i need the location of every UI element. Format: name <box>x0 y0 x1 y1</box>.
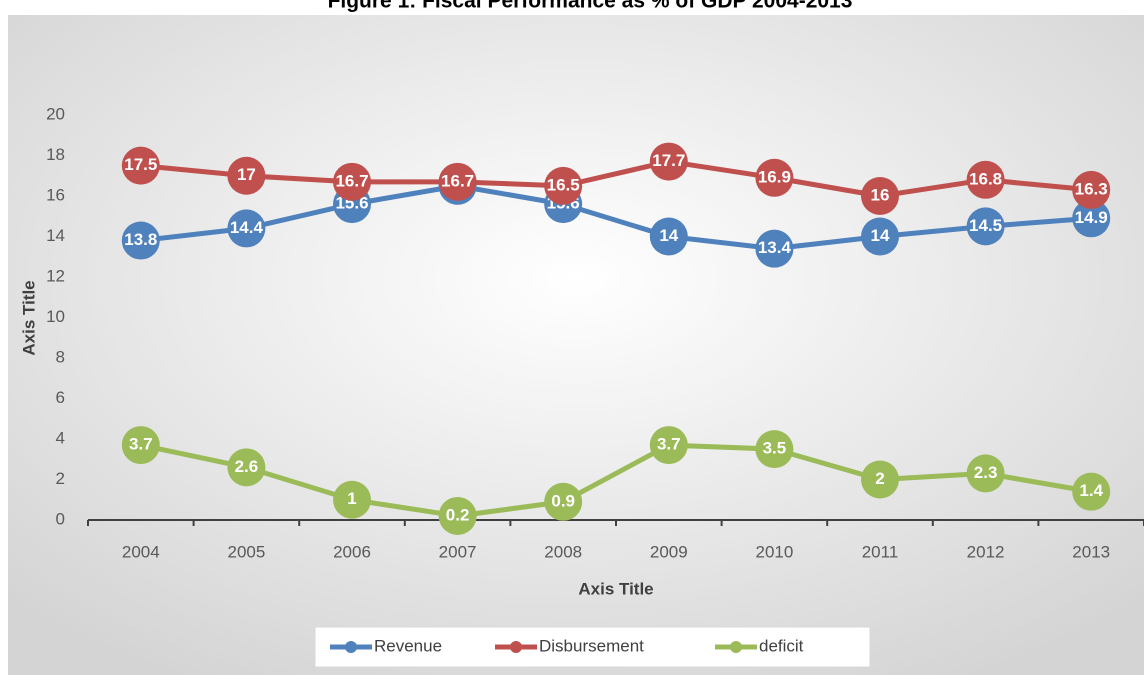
data-label: 13.4 <box>758 238 792 257</box>
series-line <box>140 183 1092 252</box>
data-label: 16.8 <box>969 169 1002 188</box>
marker <box>544 166 583 205</box>
marker <box>121 221 160 260</box>
chart-background <box>8 15 1144 675</box>
marker <box>755 229 794 268</box>
marker <box>861 217 899 256</box>
legend-marker <box>510 641 522 653</box>
legend-marker <box>730 641 742 653</box>
marker <box>121 146 160 185</box>
marker <box>1072 472 1111 511</box>
marker <box>438 496 477 535</box>
data-label: 16.5 <box>547 175 580 194</box>
legend-box <box>314 626 871 668</box>
y-tick-label: 12 <box>46 266 65 285</box>
data-label: 16.3 <box>1075 179 1108 198</box>
legend-label: Disbursement <box>539 636 644 655</box>
marker <box>227 156 266 195</box>
data-label: 3.7 <box>657 435 681 454</box>
y-tick-label: 16 <box>46 185 65 204</box>
data-label: 0.2 <box>446 505 470 524</box>
y-tick-label: 4 <box>56 428 65 447</box>
data-label: 14 <box>871 226 890 245</box>
marker <box>1072 199 1111 238</box>
data-label: 14.9 <box>1075 208 1108 227</box>
data-label: 3.7 <box>129 435 153 454</box>
marker <box>649 426 688 465</box>
marker <box>966 207 1005 246</box>
data-label: 0.9 <box>551 491 575 510</box>
x-tick-label: 2010 <box>755 542 793 561</box>
x-tick-label: 2008 <box>544 542 582 561</box>
data-label: 1 <box>347 489 356 508</box>
x-axis-title: Axis Title <box>578 579 653 598</box>
marker <box>544 482 583 521</box>
marker <box>755 430 794 469</box>
x-tick-label: 2006 <box>333 542 371 561</box>
data-label: 2.3 <box>974 463 998 482</box>
y-tick-label: 8 <box>56 347 65 366</box>
data-label: 16 <box>871 185 890 204</box>
y-tick-label: 18 <box>46 145 65 164</box>
marker <box>121 426 160 465</box>
x-tick-label: 2004 <box>122 542 160 561</box>
y-tick-label: 0 <box>56 509 65 528</box>
data-label: 3.5 <box>763 439 787 458</box>
marker <box>333 162 371 201</box>
data-label: 2.6 <box>235 457 259 476</box>
y-tick-label: 20 <box>46 104 65 123</box>
x-tick-label: 2012 <box>967 542 1005 561</box>
data-label: 17.5 <box>124 155 157 174</box>
data-label: 1.4 <box>1079 481 1103 500</box>
x-tick-label: 2011 <box>862 542 899 561</box>
marker <box>1072 170 1111 209</box>
y-axis-title: Axis Title <box>19 280 38 355</box>
marker <box>227 209 266 248</box>
data-label: 14.5 <box>969 216 1002 235</box>
marker <box>649 142 688 181</box>
x-tick-label: 2013 <box>1072 542 1110 561</box>
data-label: 13.8 <box>124 230 157 249</box>
legend-label: Revenue <box>374 636 442 655</box>
marker <box>438 162 477 201</box>
chart-title: Figure 1: Fiscal Performance as % of GDP… <box>328 0 853 13</box>
x-tick-label: 2009 <box>650 542 688 561</box>
marker <box>861 460 899 499</box>
marker <box>649 217 688 256</box>
y-tick-label: 10 <box>46 307 65 326</box>
marker <box>861 177 899 215</box>
data-label: 17.7 <box>652 151 685 170</box>
marker <box>966 160 1005 199</box>
x-tick-label: 2005 <box>227 542 265 561</box>
marker <box>227 448 266 487</box>
y-tick-label: 14 <box>46 226 65 245</box>
data-label: 2 <box>875 469 884 488</box>
marker <box>333 480 371 519</box>
y-tick-label: 2 <box>56 469 65 488</box>
series-line <box>140 159 1092 199</box>
x-tick-label: 2007 <box>439 542 477 561</box>
data-label: 16.7 <box>335 171 368 190</box>
data-label: 14.4 <box>230 218 264 237</box>
y-tick-label: 6 <box>56 388 65 407</box>
legend-marker <box>345 641 357 653</box>
series-line <box>140 442 1092 519</box>
marker <box>755 158 794 197</box>
legend-label: deficit <box>759 636 804 655</box>
data-label: 17 <box>237 165 256 184</box>
data-label: 16.7 <box>441 171 474 190</box>
data-label: 14 <box>659 226 678 245</box>
marker <box>966 454 1005 493</box>
data-label: 16.9 <box>758 167 791 186</box>
